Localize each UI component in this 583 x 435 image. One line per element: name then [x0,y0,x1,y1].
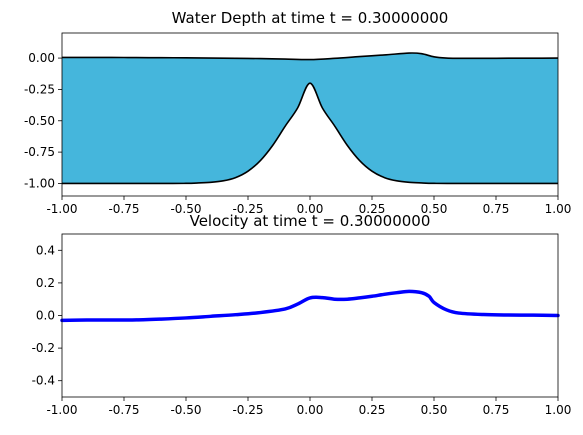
water-depth-x-tick-label: 0.75 [483,202,510,216]
water-depth-y-tick-label: 0.00 [28,51,55,65]
water-depth-title: Water Depth at time t = 0.30000000 [172,9,449,27]
water-depth-ticks: -1.00 -0.75 -0.50 -0.25 0.00 0.25 0.50 0.75 1.00… [24,51,571,216]
water-depth-y-tick-label: -0.50 [24,114,55,128]
water-depth-x-tick-label: 0.00 [297,202,324,216]
bottom-topography-line [61,82,559,185]
velocity-x-tick-label: 0.25 [359,403,386,417]
water-depth-x-tick-label: 0.50 [421,202,448,216]
velocity-title: Velocity at time t = 0.30000000 [190,212,431,230]
velocity-ticks: -1.00 -0.75 -0.50 -0.25 0.00 0.25 0.50 0.75 1.00… [32,243,572,417]
water-depth-fill [62,52,558,184]
velocity-x-tick-label: 0.00 [297,403,324,417]
velocity-line [60,289,560,323]
velocity-x-tick-label: -0.75 [108,403,139,417]
velocity-x-tick-label: -1.00 [46,403,77,417]
velocity-y-tick-label: 0.0 [36,309,55,323]
water-depth-x-tick-label: -0.25 [232,202,263,216]
water-surface-line [61,52,559,61]
velocity-panel: Velocity at time t = 0.30000000 -1.00 -0.… [32,212,572,417]
water-depth-x-tick-label: -1.00 [46,202,77,216]
velocity-y-tick-label: 0.2 [36,276,55,290]
velocity-x-tick-label: 0.50 [421,403,448,417]
velocity-y-tick-label: -0.4 [32,374,55,388]
velocity-x-tick-label: -0.25 [232,403,263,417]
velocity-x-tick-label: -0.50 [170,403,201,417]
water-depth-x-tick-label: -0.75 [108,202,139,216]
water-depth-x-tick-label: -0.50 [170,202,201,216]
water-depth-x-tick-label: 0.25 [359,202,386,216]
velocity-x-tick-label: 1.00 [545,403,572,417]
velocity-y-tick-label: 0.4 [36,243,55,257]
water-depth-y-tick-label: -1.00 [24,176,55,190]
water-depth-panel: Water Depth at time t = 0.30000000 -1.00… [24,9,571,216]
water-depth-y-tick-label: -0.75 [24,145,55,159]
velocity-y-tick-label: -0.2 [32,341,55,355]
water-depth-y-tick-label: -0.25 [24,82,55,96]
velocity-x-tick-label: 0.75 [483,403,510,417]
water-depth-x-tick-label: 1.00 [545,202,572,216]
